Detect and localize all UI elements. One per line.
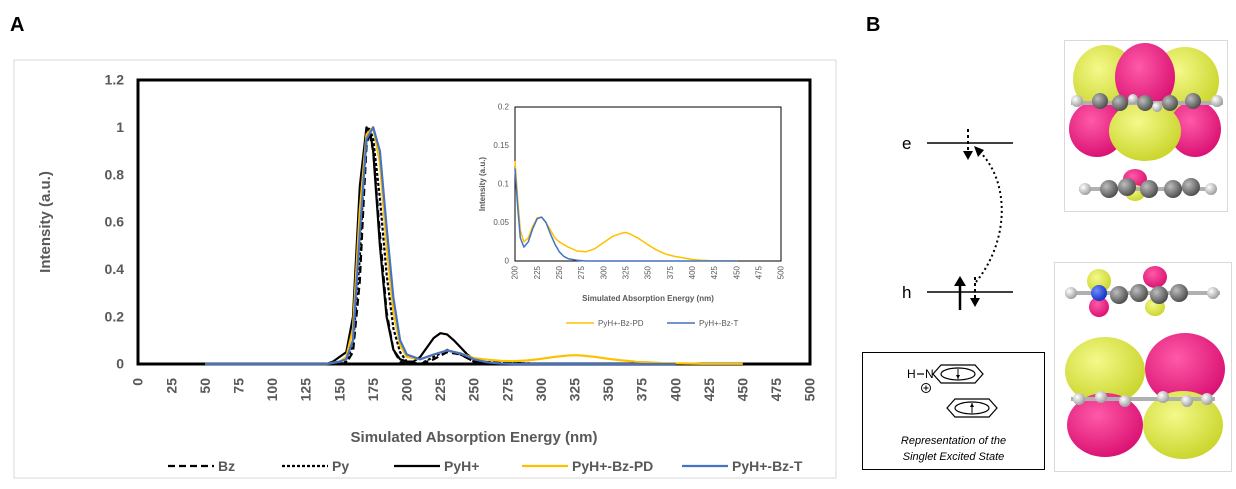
main-x-tick-label: 450 [734,378,750,402]
main-x-tick-label: 75 [230,378,246,394]
orbital-e-image [1064,40,1228,212]
electron-e-down-arrow [963,129,973,160]
main-x-tick-label: 150 [331,378,347,402]
electron-h-up-arrow [954,276,966,310]
main-x-tick-label: 275 [499,378,515,402]
inset-y-tick-label: 0.2 [498,103,510,112]
level-e-label: e [902,134,911,153]
inset-x-tick-label: 400 [688,265,697,279]
main-x-tick-label: 175 [365,378,381,402]
main-legend: Bz Py PyH+ PyH+-Bz-PD PyH+-Bz-T [168,458,803,474]
main-x-tick-label: 350 [600,378,616,402]
main-y-tick-label: 0.6 [105,214,125,230]
representation-caption-line1: Representation of the [900,435,1007,447]
main-x-tick-label: 325 [566,378,582,402]
main-x-tick-label: 225 [432,378,448,402]
molecule-n-label: N [925,367,934,381]
main-x-axis-label: Simulated Absorption Energy (nm) [351,429,598,446]
main-legend-label: PyH+-Bz-PD [572,458,653,474]
representation-caption-line2: Singlet Excited State [902,451,1005,463]
inset-x-tick-label: 275 [577,265,586,279]
benzene-ring [946,398,998,418]
electron-h-down-arrow [970,277,980,307]
main-x-tick-label: 200 [398,378,414,402]
inset-x-tick-label: 300 [599,265,608,279]
main-y-tick-label: 1.2 [105,72,125,88]
inset-y-tick-label: 0.15 [493,141,509,150]
inset-plot: 0 0.05 0.1 0.15 0.2 200 225 250 275 300 325 350 375 4… [478,103,786,328]
inset-x-tick-label: 450 [732,265,741,279]
inset-legend-label: PyH+-Bz-PD [598,319,644,328]
inset-x-tick-label: 375 [666,265,675,279]
main-x-tick-label: 475 [768,378,784,402]
main-x-tick-label: 25 [163,378,179,394]
orbital-h-graphic [1065,266,1225,459]
pyridinium-ring [932,364,984,384]
inset-x-tick-label: 350 [644,265,653,279]
transition-curved-arrow [974,146,1003,283]
orbital-e-graphic [1069,43,1223,201]
inset-x-tick-label: 425 [710,265,719,279]
inset-x-tick-label: 250 [555,265,564,279]
main-x-tick-label: 425 [701,378,717,402]
main-x-tick-label: 400 [667,378,683,402]
main-y-tick-label: 0.2 [105,308,125,324]
main-legend-label: PyH+ [444,458,479,474]
panel-a-label: A [10,14,25,36]
main-x-tick-label: 375 [634,378,650,402]
inset-x-tick-label: 225 [533,265,542,279]
inset-x-axis-label: Simulated Absorption Energy (nm) [582,294,714,303]
main-legend-label: PyH+-Bz-T [732,458,803,474]
main-y-axis-label: Intensity (a.u.) [37,171,54,273]
main-y-tick-label: 0.8 [105,166,125,182]
inset-y-tick-label: 0.1 [498,180,510,189]
inset-series-line [514,168,737,262]
level-h-label: h [902,283,911,302]
molecule-h-label: H [907,367,916,381]
inset-x-tick-label: 475 [755,265,764,279]
orbital-h-image [1054,262,1232,472]
inset-series-line [514,160,737,262]
inset-y-tick-label: 0 [505,257,510,266]
main-legend-label: Py [332,458,349,474]
inset-x-tick-label: 325 [622,265,631,279]
main-x-tick-label: 500 [802,378,818,402]
inset-x-tick-label: 500 [777,265,786,279]
main-y-tick-label: 0.4 [105,261,125,277]
main-series-line [205,126,676,366]
main-x-tick-label: 250 [466,378,482,402]
inset-plot-frame [514,106,782,262]
chart-area-frame [13,59,837,479]
inset-y-tick-label: 0.05 [493,218,509,227]
main-x-tick-label: 100 [264,378,280,402]
inset-x-tick-label: 200 [511,265,520,279]
main-y-tick-label: 1 [116,119,124,135]
main-x-tick-label: 0 [130,378,146,386]
main-y-tick-label: 0 [116,356,124,372]
representation-graphic: H N [907,364,998,418]
main-x-tick-label: 300 [533,378,549,402]
main-series-line [205,126,743,366]
inset-y-axis-label: Intensity (a.u.) [478,157,487,212]
main-legend-label: Bz [218,458,235,474]
representation-box: H N Representation of the Singlet Excite… [862,352,1045,470]
energy-diagram: e h [902,129,1013,310]
panel-b-label: B [866,14,881,36]
main-x-tick-label: 125 [298,378,314,402]
main-x-tick-label: 50 [197,378,213,394]
inset-legend-label: PyH+-Bz-T [699,319,738,328]
main-series-line [205,126,542,366]
